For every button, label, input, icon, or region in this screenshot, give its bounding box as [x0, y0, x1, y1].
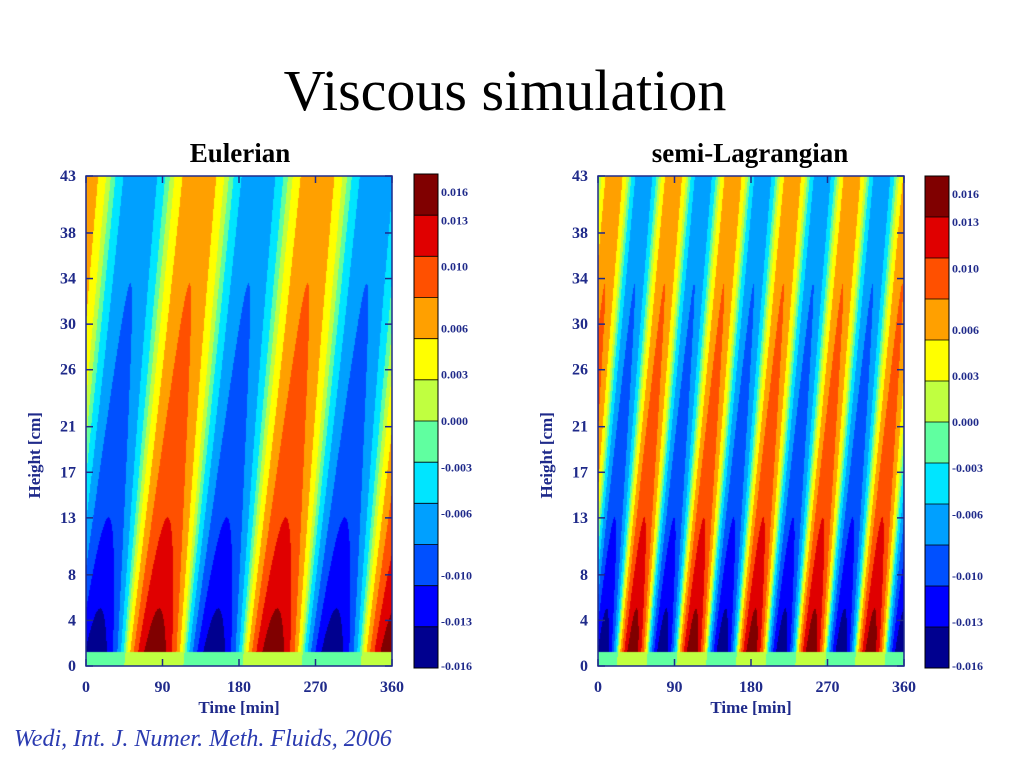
- colorbar-label: -0.006: [441, 507, 472, 521]
- colorbar-swatch: [414, 421, 438, 463]
- colorbar-label: -0.016: [952, 659, 983, 673]
- colorbar-label: 0.013: [952, 215, 979, 229]
- colorbar-swatch: [925, 299, 949, 341]
- colorbar-swatch: [414, 215, 438, 257]
- x-tick-label: 180: [227, 679, 251, 696]
- x-axis-label: Time [min]: [198, 698, 279, 717]
- x-tick-label: 0: [594, 679, 602, 696]
- x-tick-label: 0: [82, 679, 90, 696]
- colorbar-frame: [413, 173, 439, 669]
- y-tick-label: 17: [572, 464, 588, 481]
- y-tick-label: 13: [572, 510, 588, 527]
- y-axis-label: Height [cm]: [537, 412, 556, 498]
- colorbar-label: -0.003: [441, 460, 472, 474]
- y-tick-label: 30: [572, 316, 588, 333]
- y-tick-label: 8: [580, 567, 588, 584]
- colorbar-frame: [924, 175, 950, 669]
- y-tick-label: 4: [68, 612, 76, 629]
- x-axis-label: Time [min]: [710, 698, 791, 717]
- y-tick-label: 38: [60, 225, 76, 242]
- colorbar-label: 0.013: [441, 213, 468, 227]
- x-tick-label: 180: [739, 679, 763, 696]
- colorbar-swatch: [414, 503, 438, 545]
- colorbar-label: -0.016: [441, 659, 472, 673]
- colorbar-swatch: [925, 627, 949, 669]
- y-tick-label: 34: [60, 271, 76, 288]
- y-tick-label: 13: [60, 510, 76, 527]
- x-tick-label: 360: [380, 679, 404, 696]
- colorbar-label: -0.013: [952, 615, 983, 629]
- colorbar-swatch: [925, 258, 949, 300]
- colorbar-swatch: [925, 463, 949, 505]
- y-tick-label: 38: [572, 225, 588, 242]
- colorbar-swatch: [925, 217, 949, 259]
- y-axis-label: Height [cm]: [25, 412, 44, 498]
- colorbar-swatch: [925, 381, 949, 423]
- colorbar-swatch: [925, 504, 949, 546]
- x-tick-label: 360: [892, 679, 916, 696]
- citation: Wedi, Int. J. Numer. Meth. Fluids, 2006: [14, 726, 392, 752]
- colorbar-label: 0.003: [952, 369, 979, 383]
- chart-title-eulerian: Eulerian: [189, 138, 291, 168]
- colorbar-label: 0.010: [441, 260, 468, 274]
- colorbar-swatch: [925, 586, 949, 628]
- colorbar-swatch: [414, 544, 438, 587]
- y-tick-label: 4: [580, 612, 588, 629]
- colorbar-label: 0.010: [952, 261, 979, 275]
- slide-title: Viscous simulation: [283, 58, 727, 123]
- colorbar-label: 0.016: [441, 185, 468, 199]
- colorbar-label: -0.003: [952, 461, 983, 475]
- y-tick-label: 0: [68, 658, 76, 675]
- x-tick-label: 270: [304, 679, 328, 696]
- y-tick-label: 0: [580, 658, 588, 675]
- colorbar-label: -0.006: [952, 507, 983, 521]
- x-tick-label: 90: [155, 679, 171, 696]
- colorbar-swatch: [414, 585, 438, 628]
- colorbar-label: 0.016: [952, 187, 979, 201]
- colorbar-swatch: [414, 626, 438, 669]
- y-tick-label: 43: [572, 168, 588, 185]
- heatmap-field: [598, 176, 904, 666]
- colorbar-swatch: [925, 545, 949, 587]
- y-tick-label: 26: [60, 362, 76, 379]
- x-tick-label: 270: [816, 679, 840, 696]
- y-tick-label: 8: [68, 567, 76, 584]
- colorbar-swatch: [925, 340, 949, 382]
- y-tick-label: 17: [60, 464, 76, 481]
- y-tick-label: 34: [572, 271, 588, 288]
- colorbar-swatch: [414, 379, 438, 422]
- colorbar-swatch: [414, 338, 438, 381]
- x-tick-label: 90: [667, 679, 683, 696]
- colorbar-label: -0.010: [441, 568, 472, 582]
- colorbar-label: 0.003: [441, 368, 468, 382]
- colorbar-label: 0.006: [441, 321, 468, 335]
- colorbar-swatch: [414, 256, 438, 298]
- chart-title-semi-lagrangian: semi-Lagrangian: [651, 138, 849, 168]
- colorbar-swatch: [925, 176, 949, 218]
- y-tick-label: 43: [60, 168, 76, 185]
- colorbar-swatch: [414, 174, 438, 216]
- y-tick-label: 30: [60, 316, 76, 333]
- y-tick-label: 21: [60, 419, 76, 436]
- colorbar-swatch: [925, 422, 949, 464]
- colorbar-swatch: [414, 297, 438, 340]
- colorbar-swatch: [414, 462, 438, 504]
- heatmap-field: [86, 176, 392, 666]
- colorbar-label: 0.000: [952, 415, 979, 429]
- y-tick-label: 26: [572, 362, 588, 379]
- colorbar-label: 0.000: [441, 414, 468, 428]
- colorbar-label: -0.010: [952, 569, 983, 583]
- colorbar-label: -0.013: [441, 615, 472, 629]
- colorbar-label: 0.006: [952, 323, 979, 337]
- y-tick-label: 21: [572, 419, 588, 436]
